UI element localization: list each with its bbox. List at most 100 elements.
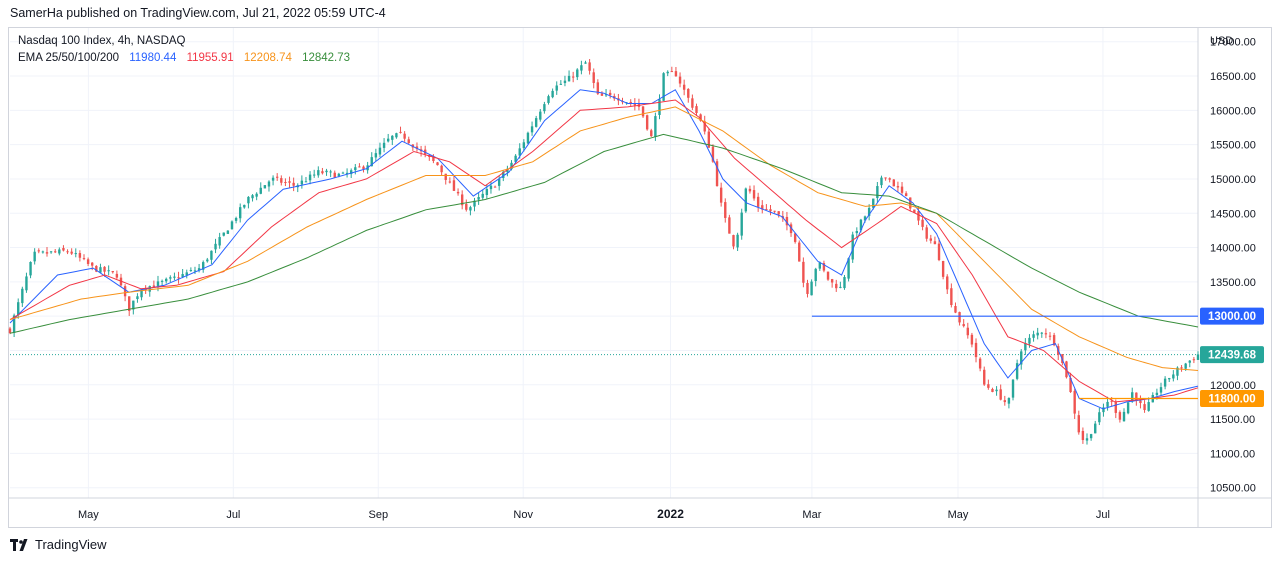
- candle-body: [892, 179, 896, 187]
- candle-body: [826, 271, 830, 280]
- candle-body: [534, 118, 538, 127]
- candle-body: [1118, 412, 1122, 420]
- candle-body: [263, 185, 267, 189]
- y-tick-label: 11500.00: [1210, 414, 1255, 426]
- candle-body: [325, 170, 328, 173]
- candle-body: [165, 278, 168, 282]
- candle-body: [983, 369, 986, 385]
- candle-body: [678, 76, 682, 84]
- candle-body: [485, 188, 489, 196]
- candle-body: [477, 197, 480, 200]
- candle-body: [304, 181, 308, 183]
- candle-body: [271, 177, 275, 181]
- candle-body: [789, 224, 793, 234]
- x-tick-label: Nov: [513, 509, 533, 521]
- candle-body: [49, 251, 53, 253]
- ema-25-line: [9, 89, 1199, 410]
- candle-body: [843, 277, 846, 289]
- candle-body: [929, 238, 933, 241]
- candle-body: [456, 191, 460, 194]
- candle-body: [1155, 392, 1159, 395]
- candle-body: [444, 173, 447, 180]
- candle-body: [588, 62, 591, 71]
- ema-50-value: 11955.91: [186, 52, 234, 64]
- candle-body: [662, 73, 665, 101]
- candle-body: [218, 237, 221, 246]
- candle-body: [386, 138, 390, 142]
- candle-body: [284, 181, 287, 183]
- candle-body: [966, 327, 969, 336]
- candle-body: [941, 261, 945, 277]
- candle-body: [37, 250, 40, 252]
- x-tick-label: May: [78, 509, 99, 521]
- candle-body: [703, 121, 706, 132]
- ema-25-value: 11980.44: [129, 52, 177, 64]
- y-tick-label: 12000.00: [1210, 380, 1256, 392]
- currency-label: USD: [1210, 35, 1234, 47]
- ema-legend[interactable]: EMA 25/50/100/200 11980.44 11955.91 1220…: [18, 52, 357, 64]
- candle-body: [1184, 363, 1187, 369]
- candle-body: [946, 276, 949, 290]
- candle-body: [600, 93, 604, 96]
- candle-body: [407, 139, 410, 144]
- candle-body: [33, 251, 36, 262]
- candle-body: [740, 212, 743, 236]
- candle-body: [1052, 335, 1056, 346]
- candle-body: [1168, 378, 1171, 380]
- last-price-label: 12439.68: [1208, 350, 1257, 362]
- candle-body: [337, 173, 341, 177]
- candle-body: [144, 288, 147, 291]
- candle-body: [62, 247, 65, 251]
- candle-body: [756, 196, 760, 207]
- candle-body: [978, 358, 982, 369]
- candle-body: [230, 221, 234, 230]
- candle-body: [880, 177, 883, 186]
- x-tick-label: 2022: [657, 507, 684, 521]
- tradingview-brand[interactable]: TradingView: [10, 537, 107, 552]
- candle-body: [555, 85, 558, 91]
- chart-frame[interactable]: [8, 27, 1272, 528]
- candle-body: [329, 171, 332, 173]
- candle-body: [539, 111, 542, 120]
- candle-body: [82, 258, 86, 260]
- symbol-legend[interactable]: Nasdaq 100 Index, 4h, NASDAQ: [18, 35, 186, 47]
- candle-body: [728, 217, 731, 234]
- candle-body: [181, 274, 184, 278]
- candle-body: [682, 84, 686, 90]
- candle-body: [571, 76, 575, 78]
- candle-body: [551, 90, 554, 98]
- candle-body: [321, 171, 324, 174]
- candle-body: [1007, 398, 1011, 404]
- candle-body: [382, 142, 386, 148]
- candle-body: [810, 281, 813, 296]
- candle-body: [128, 296, 131, 311]
- candle-body: [863, 216, 867, 221]
- candle-body: [802, 261, 805, 283]
- candle-body: [173, 276, 176, 278]
- candle-body: [1196, 354, 1200, 360]
- candle-body: [999, 389, 1002, 400]
- candle-body: [1110, 400, 1113, 402]
- candle-body: [1081, 430, 1085, 441]
- candle-body: [1106, 401, 1109, 407]
- candle-body: [851, 234, 854, 260]
- y-tick-label: 14500.00: [1210, 208, 1256, 220]
- candle-body: [288, 181, 291, 183]
- candle-body: [202, 262, 205, 270]
- y-tick-label: 13500.00: [1210, 277, 1256, 289]
- candle-body: [70, 251, 73, 254]
- ema-100-line: [9, 106, 1199, 371]
- candle-body: [91, 262, 94, 266]
- candle-body: [748, 188, 752, 192]
- candle-body: [567, 75, 571, 82]
- candle-body: [839, 286, 842, 288]
- candle-body: [481, 193, 484, 198]
- candle-body: [497, 179, 501, 186]
- candle-body: [247, 196, 250, 204]
- candle-body: [292, 182, 295, 186]
- candle-body: [349, 170, 353, 175]
- candle-body: [251, 195, 254, 199]
- candle-body: [1172, 374, 1175, 379]
- candle-body: [1131, 392, 1134, 402]
